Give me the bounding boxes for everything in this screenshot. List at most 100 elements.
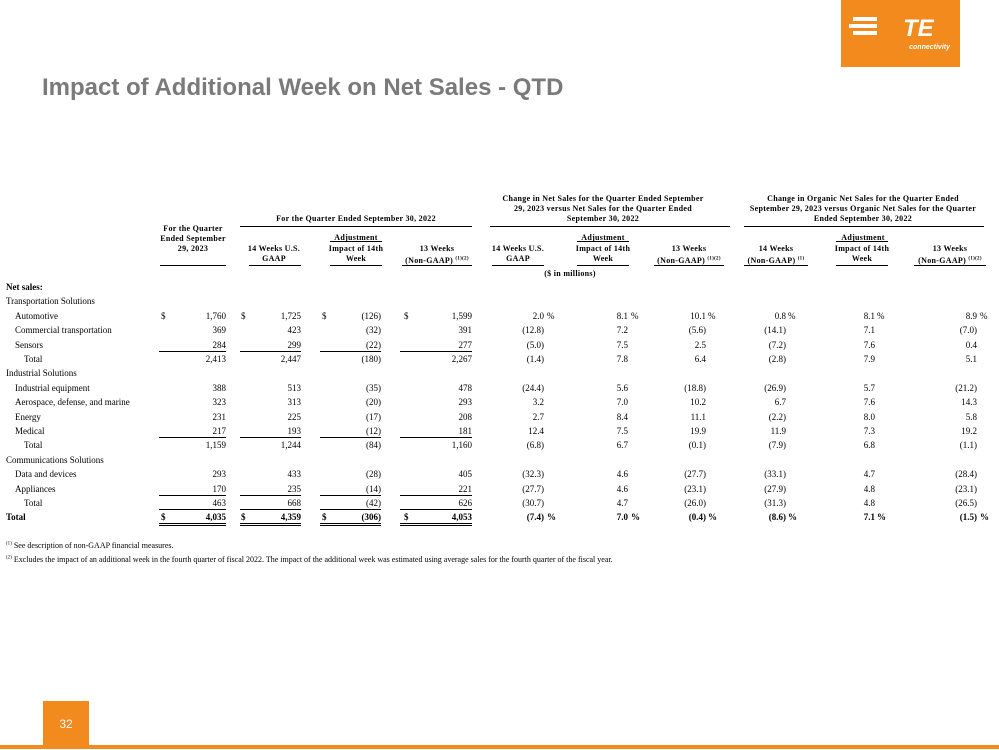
- cell-value: (32.3): [522, 469, 544, 480]
- header-g2-13weeks-text: (Non-GAAP) (1)(2): [657, 255, 721, 265]
- row-label: Communications Solutions: [6, 454, 104, 465]
- page-title: Impact of Additional Week on Net Sales -…: [42, 74, 564, 101]
- percent-sign: %: [980, 512, 989, 523]
- header-underline: [744, 226, 984, 227]
- cell-value: 8.4: [616, 411, 628, 422]
- cell-value: (24.4): [522, 382, 544, 393]
- header-group-change: Change in Net Sales for the Quarter Ende…: [502, 194, 704, 223]
- cell-value: (5.6): [688, 325, 706, 336]
- header-group-prior-quarter: For the Quarter Ended September 30, 2022: [276, 214, 436, 223]
- header-group-organic: Change in Organic Net Sales for the Quar…: [749, 194, 977, 223]
- total-rule: [400, 525, 472, 527]
- cell-value: (1.5): [959, 512, 977, 523]
- header-underline: [836, 241, 888, 242]
- table-row: Sensors 284 299 (22) 277 (5.0) 7.5 2.5 (7.2) 7.6 0…: [0, 338, 999, 352]
- cell-value: 10.2: [690, 397, 706, 408]
- cell-value: 4,053: [451, 512, 472, 523]
- cell-value: 4.7: [616, 498, 628, 508]
- cell-value: 14.3: [961, 397, 977, 408]
- cell-value: 391: [458, 325, 473, 336]
- cell-value: 208: [458, 411, 473, 422]
- units-label: ($ in millions): [544, 269, 596, 278]
- cell-value: 2.7: [532, 411, 544, 422]
- header-underline: [654, 265, 724, 266]
- cell-value: 7.5: [616, 426, 628, 436]
- table-row: Net sales:: [0, 280, 999, 294]
- cell-value: 1,160: [451, 440, 472, 451]
- total-rule: [240, 494, 301, 496]
- cell-value: 4.8: [863, 483, 875, 494]
- row-label: Aerospace, defense, and marine: [15, 397, 130, 408]
- header-g1-13weeks: 13 Weeks (Non-GAAP) (1)(2): [405, 244, 469, 265]
- row-label: Total: [24, 354, 43, 364]
- total-rule: [240, 509, 301, 510]
- percent-sign: %: [631, 512, 640, 523]
- cell-value: 4,359: [280, 512, 301, 523]
- cell-value: 4.8: [863, 498, 875, 508]
- row-label: Automotive: [15, 310, 58, 321]
- header-g1-13weeks-text: (Non-GAAP) (1)(2): [405, 255, 469, 265]
- cell-value: 7.3: [863, 426, 875, 436]
- cell-value: 478: [458, 382, 473, 393]
- cell-value: (1.1): [959, 440, 977, 451]
- cell-value: 181: [458, 426, 473, 436]
- cell-value: (84): [366, 440, 381, 451]
- cell-value: (8.6): [768, 512, 786, 523]
- header-current-quarter: For the Quarter Ended September 29, 2023: [160, 224, 226, 253]
- cell-value: (33.1): [764, 469, 786, 480]
- cell-value: 463: [212, 498, 227, 508]
- row-label: Total: [6, 512, 26, 523]
- total-rule: [159, 523, 226, 525]
- cell-value: (26.5): [955, 498, 977, 508]
- cell-value: 7.2: [616, 325, 628, 336]
- header-g2-13weeks: 13 Weeks (Non-GAAP) (1)(2): [657, 244, 721, 265]
- cell-value: (30.7): [522, 498, 544, 508]
- cell-value: 8.0: [863, 411, 875, 422]
- logo-subtext: connectivity: [909, 44, 950, 51]
- total-rule: [320, 525, 381, 527]
- cell-value: 2,413: [205, 354, 226, 364]
- header-g3-13weeks: 13 Weeks (Non-GAAP) (1)(2): [918, 244, 982, 265]
- total-rule: [159, 525, 226, 527]
- header-g2-adjustment: Adjustment: [581, 233, 625, 242]
- cell-value: (0.4): [688, 512, 706, 523]
- header-underline: [577, 265, 629, 266]
- header-g1-14weeks: 14 Weeks U.S. GAAP: [247, 244, 301, 263]
- header-underline: [836, 265, 888, 266]
- dollar-sign: $: [241, 512, 246, 523]
- cell-value: 7.5: [616, 339, 628, 350]
- cell-value: 2.0: [532, 310, 544, 321]
- cell-value: 277: [458, 339, 473, 350]
- cell-value: (26.0): [684, 498, 706, 508]
- cell-value: (306): [361, 512, 382, 523]
- total-rule: [320, 437, 381, 438]
- cell-value: 12.4: [528, 426, 544, 436]
- header-underline: [492, 265, 544, 266]
- percent-sign: %: [980, 310, 988, 321]
- cell-value: 8.1: [616, 310, 628, 321]
- cell-value: (7.2): [768, 339, 786, 350]
- header-underline: [490, 226, 730, 227]
- cell-value: 7.1: [863, 325, 875, 336]
- cell-value: 1,760: [205, 310, 226, 321]
- footnote-1: (1) See description of non-GAAP financia…: [6, 541, 174, 550]
- cell-value: 7.6: [863, 397, 875, 408]
- row-label: Total: [24, 440, 43, 451]
- percent-sign: %: [708, 512, 717, 523]
- dollar-sign: $: [322, 512, 327, 523]
- cell-value: (6.8): [526, 440, 544, 451]
- header-underline: [240, 226, 472, 227]
- row-label: Total: [24, 498, 43, 508]
- row-label: Transportation Solutions: [6, 296, 95, 307]
- total-rule: [240, 525, 301, 527]
- cell-value: 221: [458, 483, 473, 494]
- cell-value: 217: [212, 426, 227, 436]
- percent-sign: %: [631, 310, 639, 321]
- total-rule: [400, 350, 472, 352]
- cell-value: 225: [287, 411, 302, 422]
- cell-value: (26.9): [764, 382, 786, 393]
- header-g3-14weeks: 14 Weeks (Non-GAAP) (1): [747, 244, 805, 265]
- cell-value: 193: [287, 426, 302, 436]
- dollar-sign: $: [161, 512, 166, 523]
- header-g1-adjustment: Adjustment: [334, 233, 378, 242]
